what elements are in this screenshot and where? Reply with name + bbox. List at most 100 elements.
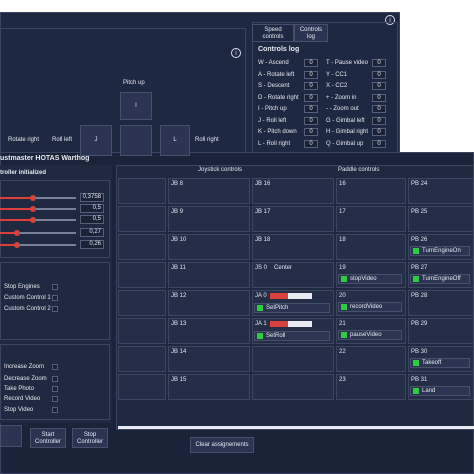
- log-count: 0: [304, 105, 318, 113]
- cell-action: Land: [422, 388, 436, 394]
- cell[interactable]: [168, 374, 250, 400]
- log-count: 0: [372, 93, 386, 102]
- action-indicator: [257, 333, 263, 339]
- cell[interactable]: [168, 262, 250, 288]
- cell[interactable]: [252, 178, 334, 204]
- log-count: 0: [372, 116, 386, 125]
- cell-label: PB 29: [411, 321, 428, 327]
- slider-knob[interactable]: [14, 242, 20, 248]
- cell[interactable]: [168, 318, 250, 344]
- command-label: Custom Control 1: [4, 295, 51, 301]
- slider-knob[interactable]: [30, 206, 36, 212]
- slider-value: 0,27: [80, 228, 104, 237]
- cell[interactable]: [168, 290, 250, 316]
- key-label: Roll left: [52, 137, 73, 143]
- key[interactable]: J: [80, 125, 112, 156]
- action-indicator: [413, 388, 419, 394]
- key[interactable]: I: [120, 92, 152, 120]
- slider-track: [0, 197, 76, 199]
- info-icon[interactable]: i: [231, 48, 241, 58]
- checkbox[interactable]: [52, 407, 58, 413]
- action-box: [410, 386, 470, 396]
- button[interactable]: Start Controller: [30, 428, 66, 448]
- log-label: G - Gimbal left: [326, 117, 365, 124]
- cell[interactable]: [168, 178, 250, 204]
- cell-action: recordVideo: [350, 304, 383, 310]
- key-label: Rotate right: [8, 137, 40, 143]
- cell[interactable]: [408, 206, 474, 232]
- slider-knob[interactable]: [30, 217, 36, 223]
- action-box: [254, 331, 330, 341]
- cell[interactable]: [408, 290, 474, 316]
- cell[interactable]: [336, 234, 406, 260]
- cell-label: PB 25: [411, 209, 428, 215]
- action-box: [410, 274, 470, 284]
- log-count: 0: [372, 59, 386, 67]
- cell-label: PB 31: [411, 377, 428, 383]
- slider-knob[interactable]: [14, 230, 20, 236]
- log-count: 0: [304, 139, 318, 148]
- command-label: Increase Zoom: [4, 364, 45, 370]
- cell-action: Takeoff: [422, 360, 442, 366]
- action-indicator: [413, 248, 419, 254]
- axis-fill: [270, 321, 288, 327]
- cell[interactable]: [336, 346, 406, 372]
- slider-knob[interactable]: [30, 195, 36, 201]
- cell[interactable]: [252, 262, 334, 288]
- cell: [118, 346, 166, 372]
- cell[interactable]: [408, 178, 474, 204]
- checkbox[interactable]: [52, 284, 58, 290]
- cell[interactable]: [168, 346, 250, 372]
- log-label: I - Pitch up: [258, 106, 287, 112]
- window-title: ustmaster HOTAS Warthog: [0, 155, 90, 162]
- cell[interactable]: [252, 206, 334, 232]
- cell[interactable]: [336, 206, 406, 232]
- cell-label: JB 16: [255, 181, 271, 187]
- key[interactable]: L: [160, 125, 190, 156]
- log-label: Y - CC1: [326, 71, 348, 78]
- cell[interactable]: [168, 234, 250, 260]
- cell[interactable]: [252, 234, 334, 260]
- checkbox[interactable]: [52, 396, 58, 402]
- action-indicator: [413, 276, 419, 282]
- button[interactable]: Clear assignements: [190, 437, 254, 453]
- log-count: 0: [304, 93, 318, 102]
- log-label: S - Descent: [258, 83, 290, 89]
- checkbox[interactable]: [52, 386, 58, 392]
- cell[interactable]: [252, 346, 334, 372]
- slider-fill: [0, 219, 33, 221]
- log-label: A - Rotate left: [258, 71, 295, 78]
- cell-label: JB 13: [171, 321, 187, 327]
- key[interactable]: [120, 125, 152, 156]
- action-indicator: [257, 305, 263, 311]
- cell[interactable]: [336, 374, 406, 400]
- slider-track: [0, 232, 76, 234]
- checkbox[interactable]: [52, 306, 58, 312]
- tab[interactable]: Controls log: [294, 24, 328, 42]
- log-count: 0: [372, 105, 386, 113]
- checkbox[interactable]: [52, 364, 58, 370]
- log-label: J - Roll left: [258, 117, 287, 124]
- scrollbar: [118, 426, 474, 429]
- command-label: Take Photo: [4, 386, 35, 392]
- slider-fill: [0, 197, 33, 199]
- cell-label: 20: [339, 293, 346, 299]
- command-panel: [0, 262, 110, 340]
- cell[interactable]: [168, 206, 250, 232]
- cell[interactable]: [336, 178, 406, 204]
- checkbox[interactable]: [52, 295, 58, 301]
- cell[interactable]: [252, 374, 334, 400]
- status: troller initialized: [0, 170, 47, 176]
- log-count: 0: [372, 70, 386, 79]
- cell-label: PB 28: [411, 293, 428, 299]
- cell-action: TurnEngineOff: [422, 276, 461, 282]
- action-box: [338, 330, 402, 340]
- tab[interactable]: Speed controls: [252, 24, 294, 42]
- log-label: - - Zoom out: [326, 106, 359, 112]
- cell-label: PB 30: [411, 349, 428, 355]
- button[interactable]: [0, 425, 22, 447]
- command-label: Stop Engines: [4, 284, 40, 290]
- button[interactable]: Stop Controller: [72, 428, 108, 448]
- checkbox[interactable]: [52, 376, 58, 382]
- info-icon[interactable]: i: [385, 15, 395, 25]
